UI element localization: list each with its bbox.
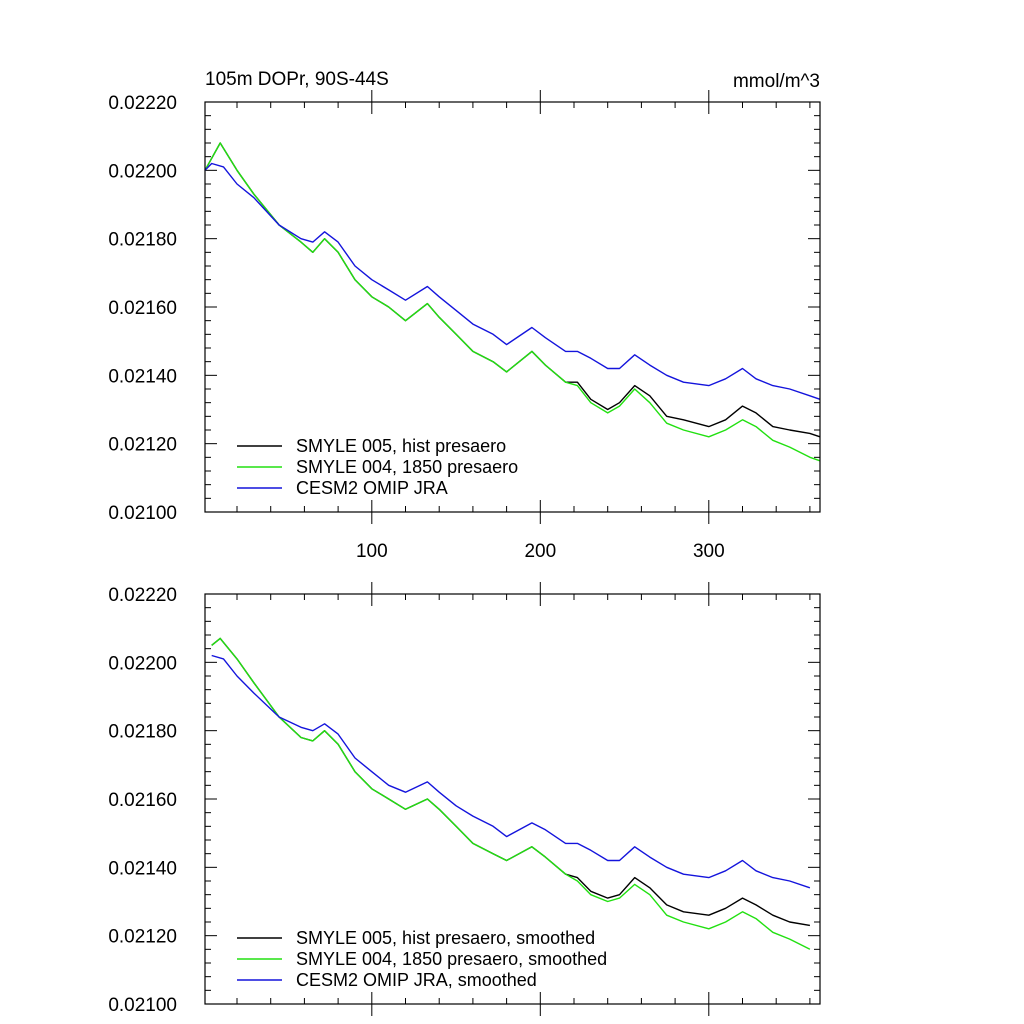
legend-label: CESM2 OMIP JRA, smoothed — [296, 970, 537, 990]
legend-label: SMYLE 005, hist presaero — [296, 436, 506, 456]
x-tick-label: 100 — [356, 541, 388, 562]
y-tick-label: 0.02160 — [108, 298, 177, 319]
legend-label: SMYLE 004, 1850 presaero, smoothed — [296, 949, 607, 969]
y-tick-label: 0.02120 — [108, 435, 177, 456]
top-panel-units: mmol/m^3 — [733, 71, 820, 92]
series-line-2 — [211, 654, 811, 889]
bottom-panel-series — [211, 637, 811, 950]
top-panel-series — [204, 142, 821, 462]
top-panel: 105m DOPr, 90S-44S mmol/m^3 0.021000.021… — [108, 69, 821, 562]
legend-label: SMYLE 005, hist presaero, smoothed — [296, 928, 595, 948]
y-tick-label: 0.02160 — [108, 790, 177, 811]
y-tick-label: 0.02180 — [108, 722, 177, 743]
series-line-2 — [204, 162, 821, 400]
y-tick-label: 0.02200 — [108, 653, 177, 674]
legend-label: SMYLE 004, 1850 presaero — [296, 457, 518, 477]
y-tick-label: 0.02220 — [108, 585, 177, 606]
series-line-0 — [211, 637, 811, 927]
y-tick-label: 0.02200 — [108, 161, 177, 182]
y-tick-label: 0.02120 — [108, 927, 177, 948]
y-tick-label: 0.02220 — [108, 93, 177, 114]
legend-label: CESM2 OMIP JRA — [296, 478, 448, 498]
y-tick-label: 0.02140 — [108, 366, 177, 387]
series-line-1 — [211, 637, 811, 950]
x-tick-label: 200 — [524, 541, 556, 562]
series-line-1 — [204, 142, 821, 462]
x-tick-label: 300 — [693, 541, 725, 562]
bottom-panel-frame — [204, 593, 821, 1005]
bottom-panel-legend: SMYLE 005, hist presaero, smoothedSMYLE … — [237, 928, 607, 990]
bottom-panel-ticks — [205, 582, 820, 1016]
top-panel-tick-labels: 0.02100 0.02120 0.02140 0.02160 0.02180 0.022… — [108, 93, 724, 562]
y-tick-label: 0.02180 — [108, 230, 177, 251]
bottom-panel-tick-labels: 0.02100 0.02120 0.02140 0.02160 0.02180 0.022… — [108, 585, 177, 1016]
series-line-0 — [204, 142, 821, 438]
top-panel-title: 105m DOPr, 90S-44S — [205, 69, 389, 90]
y-tick-label: 0.02140 — [108, 858, 177, 879]
top-panel-frame — [204, 101, 821, 513]
y-tick-label: 0.02100 — [108, 503, 177, 524]
bottom-panel: 0.02100 0.02120 0.02140 0.02160 0.02180 0.022… — [108, 582, 821, 1016]
y-tick-label: 0.02100 — [108, 995, 177, 1016]
